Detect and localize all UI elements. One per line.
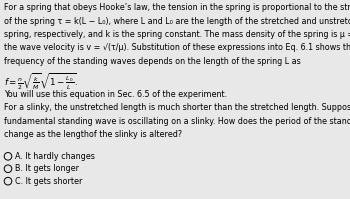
Text: A. It hardly changes: A. It hardly changes: [15, 152, 95, 161]
Text: B. It gets longer: B. It gets longer: [15, 164, 79, 173]
Text: C. It gets shorter: C. It gets shorter: [15, 177, 82, 186]
Text: of the spring τ = k(L − L₀), where L and L₀ are the length of the stretched and : of the spring τ = k(L − L₀), where L and…: [4, 17, 350, 25]
Text: $f = \frac{n}{2}\sqrt{\frac{k}{M}}\sqrt{1 - \frac{L_0}{L}}.$: $f = \frac{n}{2}\sqrt{\frac{k}{M}}\sqrt{…: [4, 71, 78, 92]
Text: change as the lengthof the slinky is altered?: change as the lengthof the slinky is alt…: [4, 130, 182, 139]
Text: You will use this equation in Sec. 6.5 of the experiment.: You will use this equation in Sec. 6.5 o…: [4, 90, 227, 99]
Text: fundamental standing wave is oscillating on a slinky. How does the period of the: fundamental standing wave is oscillating…: [4, 117, 350, 126]
Text: For a slinky, the unstretched length is much shorter than the stretched length. : For a slinky, the unstretched length is …: [4, 103, 350, 112]
Text: For a spring that obeys Hooke’s law, the tension in the spring is proportional t: For a spring that obeys Hooke’s law, the…: [4, 3, 350, 12]
Text: frequency of the standing waves depends on the length of the spring L as: frequency of the standing waves depends …: [4, 57, 301, 66]
Text: the wave velocity is v = √(τ/μ). Substitution of these expressions into Eq. 6.1 : the wave velocity is v = √(τ/μ). Substit…: [4, 44, 350, 53]
Text: spring, respectively, and k is the spring constant. The mass density of the spri: spring, respectively, and k is the sprin…: [4, 30, 350, 39]
